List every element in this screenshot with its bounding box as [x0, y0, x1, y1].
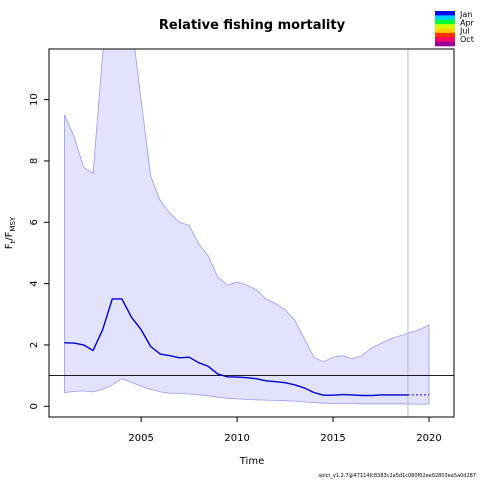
- y-tick-label: 8: [29, 158, 40, 164]
- legend-color-swatch: [435, 19, 455, 25]
- plot-frame: [48, 48, 455, 418]
- x-axis-label: Time: [239, 456, 264, 467]
- y-label-sub1: t: [9, 240, 17, 243]
- legend-color-swatch: [435, 28, 455, 34]
- x-tick-label: 2015: [320, 433, 345, 444]
- y-tick-label: 6: [29, 219, 40, 225]
- y-tick-label: 2: [29, 342, 40, 348]
- y-axis: 0 2 4 6 8 10: [29, 93, 49, 409]
- series-line-estimate: [64, 298, 408, 397]
- legend-label: Jan: [459, 10, 472, 19]
- chart-title: Relative fishing mortality: [159, 18, 346, 33]
- legend-color-swatch: [435, 24, 455, 29]
- legend-color-swatch: [435, 15, 455, 21]
- plot-area: [49, 49, 454, 417]
- x-axis: 2005 2010 2015 2020: [128, 417, 442, 444]
- y-axis-label: Ft/FMSY: [4, 216, 17, 249]
- legend-label: Oct: [460, 35, 474, 44]
- confidence-band: [64, 49, 430, 405]
- legend-color-swatch: [435, 32, 455, 38]
- version-footnote: spict_v1.2.7@47114fc8383c2a5d1c080f02ee0…: [319, 473, 477, 479]
- legend-color-swatch: [435, 41, 455, 47]
- y-tick-label: 0: [29, 403, 40, 409]
- legend-label: Jul: [459, 27, 470, 36]
- x-tick-label: 2010: [224, 433, 249, 444]
- legend-label: Apr: [460, 18, 475, 27]
- x-tick-label: 2020: [416, 433, 441, 444]
- y-label-slash: /F: [4, 231, 15, 240]
- y-label-sub2: MSY: [9, 216, 17, 231]
- legend-color-swatch: [435, 11, 455, 16]
- y-tick-label: 10: [29, 93, 40, 106]
- legend-color-swatch: [435, 37, 455, 42]
- y-tick-label: 4: [29, 280, 40, 286]
- y-label-main: F: [4, 243, 15, 249]
- x-tick-label: 2005: [128, 433, 153, 444]
